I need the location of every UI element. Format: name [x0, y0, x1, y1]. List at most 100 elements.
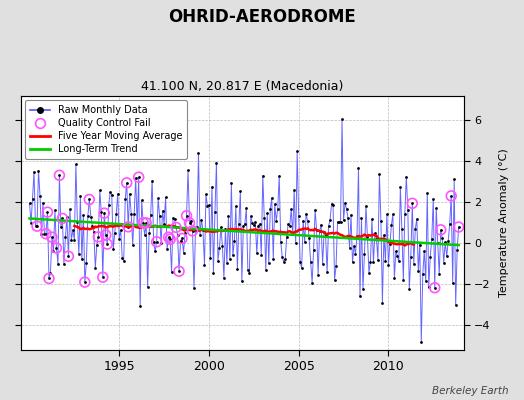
Point: [142, 220, 150, 226]
Point: [227, 180, 236, 186]
Point: [254, 222, 263, 229]
Point: [49, 248, 58, 254]
Point: [287, 206, 296, 212]
Point: [259, 172, 267, 179]
Point: [170, 216, 179, 223]
Point: [445, 221, 454, 228]
Point: [444, 238, 452, 244]
Point: [436, 226, 445, 233]
Point: [79, 212, 88, 218]
Point: [389, 211, 397, 218]
Point: [31, 223, 40, 229]
Point: [103, 241, 112, 247]
Point: [55, 172, 63, 178]
Point: [88, 223, 96, 229]
Point: [369, 259, 378, 266]
Text: Berkeley Earth: Berkeley Earth: [432, 386, 508, 396]
Point: [372, 236, 380, 242]
Point: [81, 279, 89, 285]
Point: [435, 271, 443, 277]
Point: [220, 275, 228, 281]
Text: OHRID-AERODROME: OHRID-AERODROME: [168, 8, 356, 26]
Point: [319, 261, 327, 267]
Point: [137, 197, 146, 203]
Point: [158, 208, 167, 214]
Title: 41.100 N, 20.817 E (Macedonia): 41.100 N, 20.817 E (Macedonia): [141, 80, 343, 93]
Point: [298, 265, 306, 272]
Point: [28, 196, 37, 202]
Point: [277, 238, 285, 245]
Point: [194, 150, 203, 156]
Point: [181, 230, 189, 236]
Point: [94, 234, 103, 240]
Point: [408, 200, 417, 206]
Point: [58, 215, 67, 222]
Point: [124, 224, 133, 230]
Point: [235, 221, 243, 228]
Point: [268, 195, 276, 201]
Point: [152, 238, 161, 245]
Point: [407, 254, 415, 260]
Point: [135, 174, 143, 180]
Point: [63, 214, 71, 220]
Point: [414, 268, 422, 274]
Point: [30, 169, 38, 175]
Point: [305, 235, 313, 241]
Point: [363, 234, 372, 241]
Point: [206, 254, 215, 261]
Point: [208, 184, 216, 190]
Point: [247, 213, 255, 219]
Point: [253, 250, 261, 257]
Point: [411, 226, 420, 232]
Point: [380, 232, 388, 238]
Point: [221, 225, 230, 232]
Point: [351, 250, 359, 257]
Point: [42, 231, 50, 237]
Point: [165, 234, 173, 240]
Point: [82, 260, 91, 266]
Point: [232, 203, 240, 210]
Point: [242, 205, 250, 211]
Point: [45, 275, 53, 282]
Point: [390, 275, 399, 281]
Point: [165, 234, 173, 240]
Point: [127, 210, 135, 217]
Point: [368, 216, 376, 222]
Point: [303, 218, 312, 224]
Point: [163, 245, 171, 252]
Point: [335, 219, 343, 225]
Point: [140, 232, 149, 238]
Point: [270, 201, 279, 207]
Point: [375, 171, 384, 178]
Point: [378, 300, 387, 306]
Point: [257, 252, 266, 258]
Point: [230, 238, 238, 244]
Point: [202, 191, 210, 198]
Point: [182, 212, 191, 219]
Point: [73, 219, 82, 225]
Point: [76, 193, 84, 200]
Point: [432, 205, 441, 211]
Point: [188, 228, 196, 234]
Point: [383, 211, 391, 218]
Point: [84, 213, 92, 219]
Point: [43, 209, 52, 215]
Point: [341, 200, 349, 206]
Point: [286, 223, 294, 229]
Point: [139, 220, 147, 226]
Point: [218, 243, 226, 249]
Point: [293, 148, 301, 155]
Point: [78, 256, 86, 262]
Point: [249, 222, 258, 228]
Point: [166, 236, 174, 242]
Point: [64, 253, 73, 260]
Point: [428, 236, 436, 243]
Point: [294, 213, 303, 219]
Point: [39, 200, 47, 206]
Point: [156, 213, 164, 220]
Point: [212, 160, 221, 166]
Point: [106, 189, 114, 195]
Point: [275, 172, 283, 179]
Point: [185, 220, 194, 226]
Point: [236, 188, 245, 194]
